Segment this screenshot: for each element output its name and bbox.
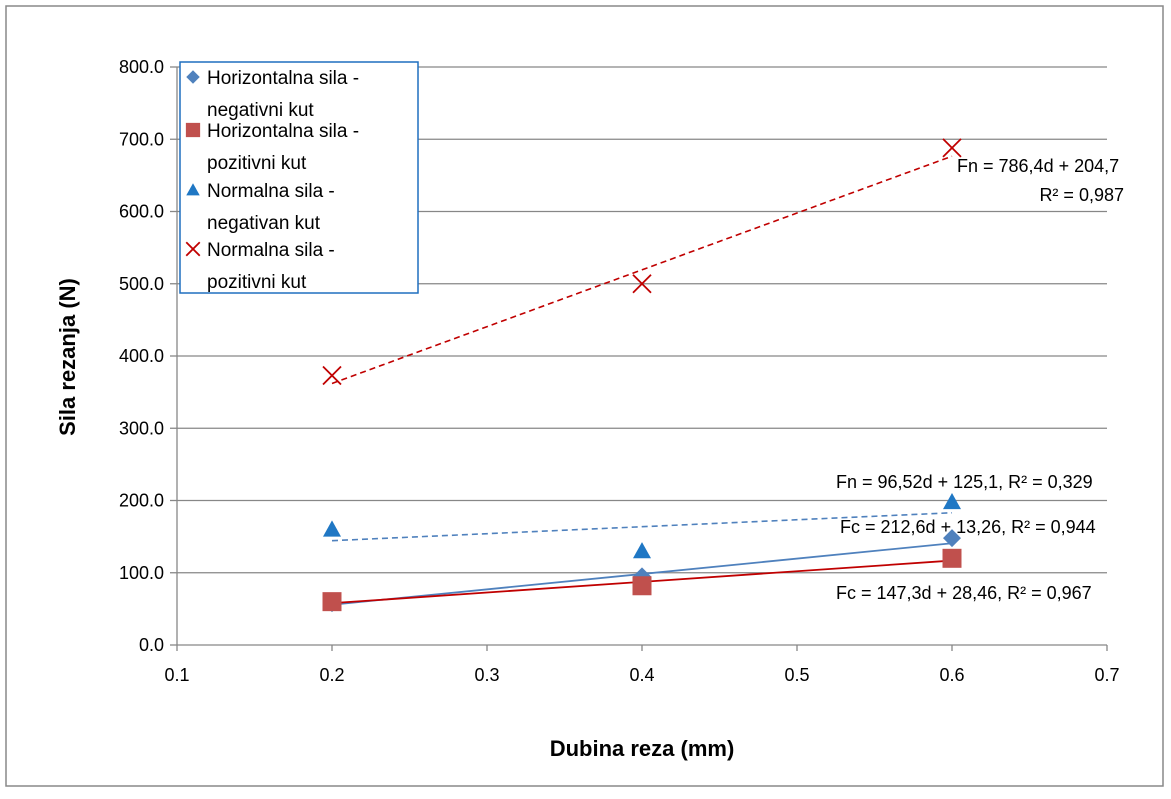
y-tick-label: 200.0 (119, 491, 164, 511)
trendline-equation: Fc = 212,6d + 13,26, R² = 0,944 (840, 517, 1096, 537)
y-tick-label: 500.0 (119, 274, 164, 294)
x-tick-label: 0.3 (474, 665, 499, 685)
trendline-equation: Fn = 786,4d + 204,7 (957, 156, 1119, 176)
legend-label: Normalna sila - negativan kut (207, 181, 335, 234)
legend-label-line: negativni kut (207, 100, 314, 121)
legend-label: Normalna sila - pozitivni kut (207, 240, 335, 293)
x-tick-label: 0.2 (319, 665, 344, 685)
trendline-equation: Fc = 147,3d + 28,46, R² = 0,967 (836, 583, 1092, 603)
legend-label-line: pozitivni kut (207, 272, 307, 293)
y-tick-label: 0.0 (139, 635, 164, 655)
x-axis-title: Dubina reza (mm) (550, 736, 735, 761)
y-tick-label: 300.0 (119, 418, 164, 438)
cross-stroke (322, 365, 342, 386)
data-point-series-2 (632, 576, 652, 596)
axes: 0.0 100.0 200.0 300.0 400.0 500.0 600.0 700.0 80… (119, 57, 1120, 685)
x-tick-label: 0.5 (784, 665, 809, 685)
legend: Horizontalna sila -negativni kutHorizont… (179, 61, 419, 294)
legend-label-line: Horizontalna sila - (207, 121, 359, 142)
cross-stroke (942, 138, 962, 158)
data-point-series-2 (942, 548, 962, 568)
legend-marker (186, 70, 200, 84)
legend-label-line: pozitivni kut (207, 153, 307, 174)
data-point-series-4 (632, 274, 652, 294)
data-point-series-2 (322, 592, 342, 612)
legend-marker (186, 183, 200, 196)
trendline-equation: R² = 0,987 (1039, 185, 1124, 205)
y-tick-label: 400.0 (119, 346, 164, 366)
legend-label-line: Horizontalna sila - (207, 68, 359, 89)
x-tick-label: 0.6 (939, 665, 964, 685)
cross-stroke (185, 241, 201, 257)
y-tick-label: 600.0 (119, 202, 164, 222)
data-point-series-3 (323, 520, 341, 537)
data-point-series-4 (942, 138, 962, 158)
x-tick-label: 0.1 (164, 665, 189, 685)
trendline-equation: Fn = 96,52d + 125,1, R² = 0,329 (836, 472, 1093, 492)
legend-box (179, 61, 419, 294)
legend-label: Horizontalna sila - negativni kut (207, 68, 359, 121)
legend-marker (185, 241, 201, 257)
legend-label: Horizontalna sila - pozitivni kut (207, 121, 359, 174)
y-tick-label: 800.0 (119, 57, 164, 77)
trendline-equations: Fn = 786,4d + 204,7 R² = 0,987 Fn = 96,52d… (836, 156, 1124, 603)
y-axis-title: Sila rezanja (N) (55, 278, 80, 436)
trendline (331, 155, 953, 385)
data-point-series-4 (322, 365, 342, 386)
data-points (322, 138, 962, 613)
x-tick-label: 0.4 (629, 665, 654, 685)
y-tick-label: 700.0 (119, 129, 164, 149)
legend-label-line: Normalna sila - (207, 240, 335, 261)
x-tick-label: 0.7 (1094, 665, 1119, 685)
data-point-series-3 (943, 492, 961, 510)
cross-stroke (632, 274, 652, 294)
legend-label-line: Normalna sila - (207, 181, 335, 202)
trendline (331, 511, 953, 542)
data-point-series-1 (943, 529, 961, 548)
data-point-series-3 (633, 542, 651, 559)
legend-label-line: negativan kut (207, 213, 321, 234)
y-tick-label: 100.0 (119, 563, 164, 583)
legend-marker (185, 122, 201, 138)
